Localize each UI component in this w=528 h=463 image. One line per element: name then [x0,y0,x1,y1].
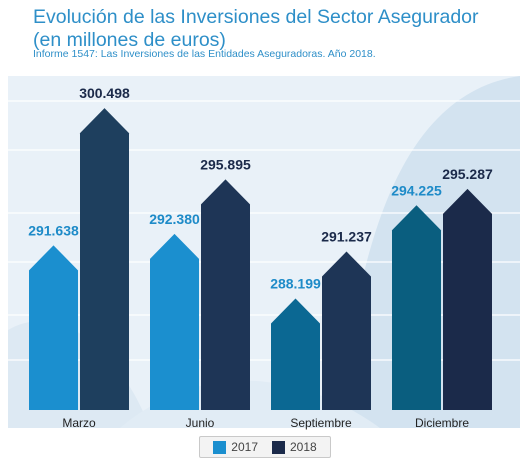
category-label-septiembre: Septiembre [290,416,352,430]
bar-2017-junio [150,233,199,410]
bar-2017-marzo [29,245,78,410]
category-label-diciembre: Diciembre [415,416,469,430]
bars [29,108,492,411]
legend-label-2018: 2018 [290,440,317,454]
chart-title: Evolución de las Inversiones del Sector … [33,6,513,52]
bar-2017-septiembre [271,298,320,410]
bar-2018-septiembre [322,251,371,410]
bar-2018-marzo [80,108,129,411]
category-labels: Marzo Junio Septiembre Diciembre [62,416,469,430]
bar-2018-junio [201,179,250,410]
legend-swatch-2017 [213,440,227,454]
source-note: Informe 1547: Las Inversiones de las Ent… [33,48,376,60]
value-labels: 291.638 300.498 292.380 295.895 288.199 291.2… [28,85,493,291]
bar-2017-diciembre [392,205,441,410]
value-label-2018-marzo: 300.498 [79,85,130,101]
category-label-marzo: Marzo [62,416,96,430]
chart-title-line2: (en millones de euros) [33,29,226,51]
value-label-2018-septiembre: 291.237 [321,229,372,245]
value-label-2018-junio: 295.895 [200,156,251,172]
legend: 2017 2018 [199,436,331,458]
legend-item-2017: 2017 [213,440,258,454]
value-label-2017-diciembre: 294.225 [391,182,442,198]
value-label-2018-diciembre: 295.287 [442,166,493,182]
legend-item-2018: 2018 [272,440,317,454]
chart-title-line1: Evolución de las Inversiones del Sector … [33,6,479,28]
value-label-2017-septiembre: 288.199 [270,276,321,292]
category-label-junio: Junio [186,416,215,430]
value-label-2017-marzo: 291.638 [28,222,79,238]
legend-label-2017: 2017 [231,440,258,454]
bar-2018-diciembre [443,188,492,410]
value-label-2017-junio: 292.380 [149,211,200,227]
legend-swatch-2018 [272,440,285,454]
